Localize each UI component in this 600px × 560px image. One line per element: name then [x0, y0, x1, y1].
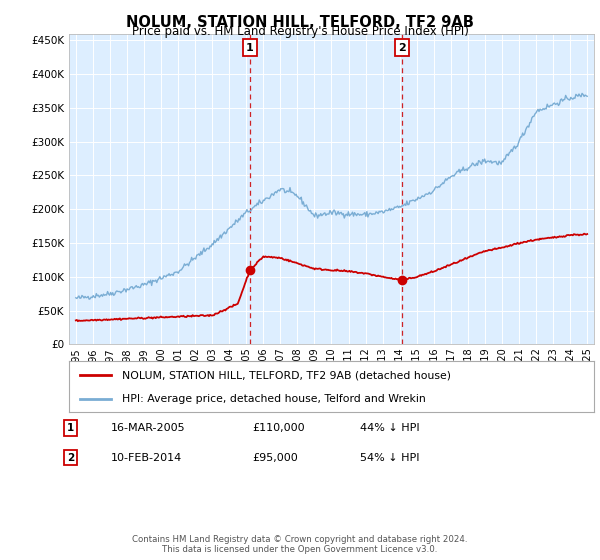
Text: 10-FEB-2014: 10-FEB-2014 [111, 452, 182, 463]
Text: NOLUM, STATION HILL, TELFORD, TF2 9AB (detached house): NOLUM, STATION HILL, TELFORD, TF2 9AB (d… [121, 370, 451, 380]
Text: 44% ↓ HPI: 44% ↓ HPI [360, 423, 419, 433]
Text: 2: 2 [398, 43, 406, 53]
Text: Contains HM Land Registry data © Crown copyright and database right 2024.
This d: Contains HM Land Registry data © Crown c… [132, 535, 468, 554]
Text: 1: 1 [246, 43, 254, 53]
Text: NOLUM, STATION HILL, TELFORD, TF2 9AB: NOLUM, STATION HILL, TELFORD, TF2 9AB [126, 15, 474, 30]
Text: 54% ↓ HPI: 54% ↓ HPI [360, 452, 419, 463]
Text: HPI: Average price, detached house, Telford and Wrekin: HPI: Average price, detached house, Telf… [121, 394, 425, 404]
Text: Price paid vs. HM Land Registry's House Price Index (HPI): Price paid vs. HM Land Registry's House … [131, 25, 469, 38]
Text: £95,000: £95,000 [252, 452, 298, 463]
Text: 16-MAR-2005: 16-MAR-2005 [111, 423, 185, 433]
Text: £110,000: £110,000 [252, 423, 305, 433]
Text: 1: 1 [67, 423, 74, 433]
Text: 2: 2 [67, 452, 74, 463]
